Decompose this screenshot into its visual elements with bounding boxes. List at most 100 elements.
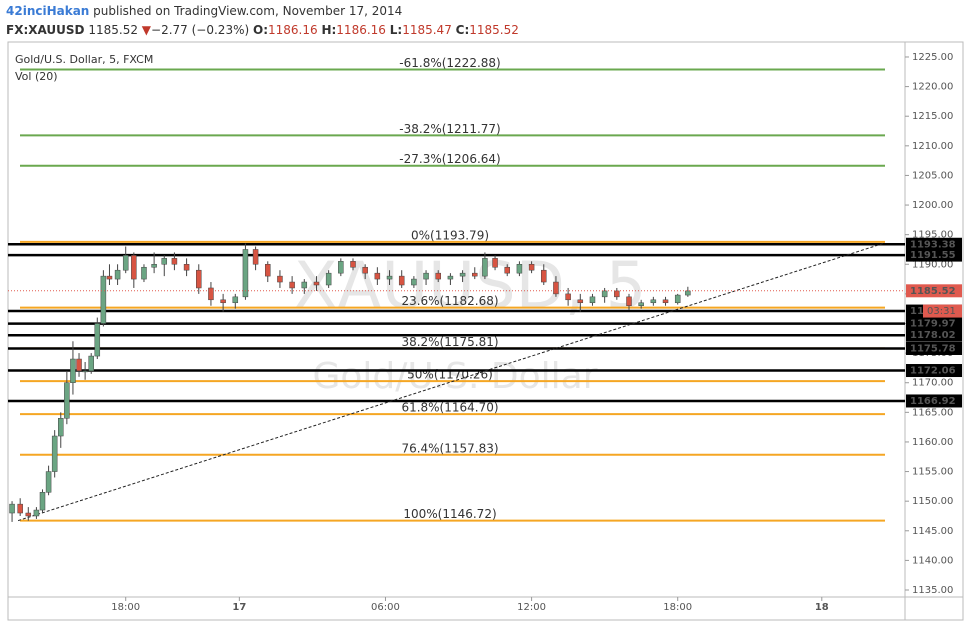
candle-body — [301, 281, 308, 289]
y-tick-label: 1205.00 — [912, 170, 953, 181]
candle-body — [208, 287, 214, 301]
fib-label: 76.4%(1157.83) — [401, 441, 498, 455]
fib-label: -38.2%(1211.77) — [399, 122, 500, 136]
candle-body — [45, 471, 52, 493]
candle-body — [674, 294, 681, 304]
candle-body — [435, 272, 441, 280]
candle-body — [528, 264, 535, 271]
candle-body — [39, 492, 46, 511]
candle-body — [504, 266, 510, 274]
y-tick-label: 1155.00 — [912, 467, 953, 478]
watermark-name: Gold/U.S. Dollar — [312, 356, 597, 397]
publish-line: 42inciHakan published on TradingView.com… — [6, 4, 402, 18]
candle-body — [51, 435, 58, 472]
candle-body — [492, 258, 498, 268]
x-tick-label: 12:00 — [517, 602, 546, 613]
level-tag — [906, 248, 962, 262]
candle-body — [650, 299, 657, 304]
candle-body — [33, 509, 40, 517]
y-tick-label: 1170.00 — [912, 378, 953, 389]
candle-body — [459, 272, 466, 277]
candle-body — [626, 296, 632, 306]
candle-body — [17, 503, 23, 514]
level-tag — [906, 328, 962, 342]
countdown: 03:31 — [927, 306, 956, 317]
candle-body — [277, 275, 283, 283]
y-tick-label: 1215.00 — [912, 111, 953, 122]
y-tick-label: 1195.00 — [912, 230, 953, 241]
candle-body — [398, 275, 405, 286]
chart-frame — [7, 41, 964, 621]
watermark-symbol: XAUUSD, 5 — [294, 250, 647, 324]
level-label: 11 — [910, 306, 924, 317]
candle-body — [151, 264, 157, 268]
low: 1185.47 — [402, 23, 452, 37]
y-tick-label: 1145.00 — [912, 526, 953, 537]
level-label: 1172.06 — [910, 366, 956, 377]
x-tick-label: 18:00 — [663, 602, 692, 613]
candle-body — [161, 258, 168, 265]
candle-body — [565, 293, 571, 301]
candle-body — [58, 418, 64, 437]
y-tick-label: 1225.00 — [912, 52, 953, 63]
candle-body — [472, 272, 478, 277]
candle-body — [25, 512, 32, 517]
x-tick-label: 18 — [815, 602, 829, 613]
close: 1185.52 — [469, 23, 519, 37]
candle-body — [362, 266, 368, 274]
candle-body — [411, 278, 417, 286]
low-label: L: — [390, 23, 402, 37]
level-label: 1178.02 — [910, 330, 956, 341]
candle-body — [601, 290, 608, 298]
candle-body — [350, 261, 356, 268]
candle-body — [232, 296, 239, 304]
published: published on TradingView.com, November 1… — [93, 4, 402, 18]
open-label: O: — [253, 23, 268, 37]
candle-body — [122, 255, 129, 271]
candle-body — [614, 290, 620, 298]
level-label: 1191.55 — [910, 250, 956, 261]
candle-body — [100, 275, 107, 324]
candle-body — [685, 290, 691, 296]
legend-title: Gold/U.S. Dollar, 5, FXCM — [15, 53, 153, 66]
high: 1186.16 — [336, 23, 386, 37]
candle-body — [447, 275, 454, 280]
countdown-tag — [923, 304, 962, 318]
candle-body — [252, 249, 259, 265]
level-tag — [906, 394, 962, 408]
author[interactable]: 42inciHakan — [6, 4, 89, 18]
y-tick-label: 1140.00 — [912, 555, 953, 566]
x-tick-label: 17 — [232, 602, 246, 613]
close-label: C: — [456, 23, 470, 37]
candle-body — [183, 264, 190, 271]
level-tag — [906, 237, 962, 251]
last-price-label: 1185.52 — [910, 286, 956, 297]
candle-body — [242, 249, 249, 298]
y-tick-label: 1220.00 — [912, 82, 953, 93]
candle-body — [196, 269, 202, 289]
candle-body — [289, 281, 295, 289]
candle-body — [541, 269, 547, 283]
candle-body — [577, 299, 584, 304]
symbol: FX:XAUUSD — [6, 23, 85, 37]
candle-body — [374, 272, 381, 280]
candle-body — [220, 299, 226, 304]
high-label: H: — [321, 23, 336, 37]
candle-body — [141, 266, 147, 280]
candle-body — [70, 358, 76, 383]
x-tick-label: 06:00 — [371, 602, 400, 613]
y-tick-label: 1210.00 — [912, 141, 953, 152]
level-label: 1179.97 — [910, 319, 956, 330]
candle-body — [553, 281, 559, 295]
candle-body — [9, 503, 15, 514]
candle-body — [171, 258, 178, 265]
fib-label: 23.6%(1182.68) — [401, 294, 498, 308]
candle-body — [338, 261, 344, 274]
candle-body — [76, 358, 82, 372]
candle-body — [106, 275, 113, 280]
fib-label: -27.3%(1206.64) — [399, 152, 500, 166]
x-tick-label: 18:00 — [111, 602, 140, 613]
candle-body — [114, 269, 121, 280]
fib-label: 0%(1193.79) — [411, 228, 489, 242]
